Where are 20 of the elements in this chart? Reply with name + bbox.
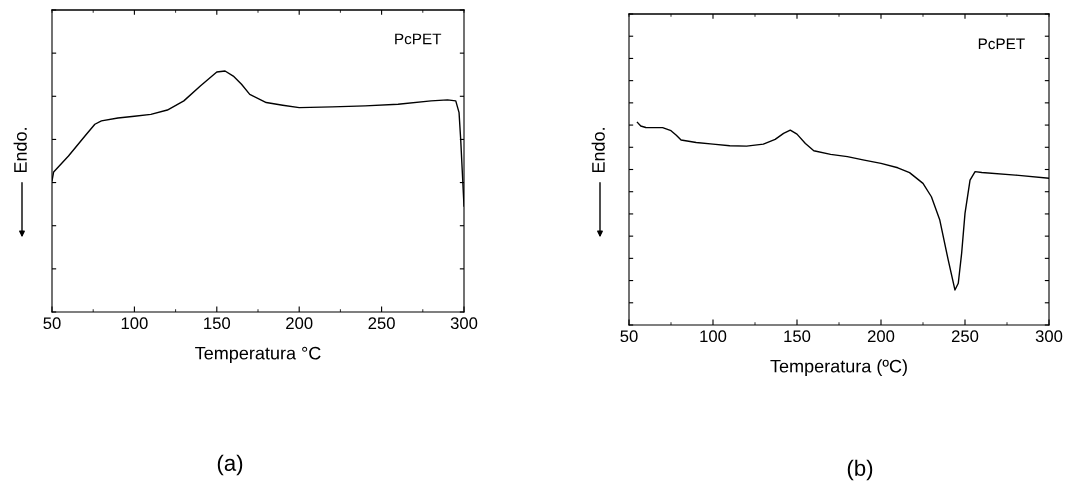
text: PcPET (978, 38, 1025, 50)
x-axis-title: Temperatura (ºC) (770, 359, 907, 377)
x-tick-label: 200 (286, 317, 313, 330)
text: PcPET (395, 33, 442, 45)
y-axis-title: Endo. (13, 128, 27, 173)
x-tick-label: 250 (951, 330, 979, 343)
y-axis-title: Endo. (591, 128, 605, 173)
x-tick-label: 100 (700, 330, 727, 343)
x-tick-label: 250 (368, 317, 395, 330)
x-tick-label: 300 (450, 317, 478, 330)
text: (a) (217, 454, 243, 476)
x-tick-label: 200 (867, 330, 895, 343)
text: (b) (847, 459, 873, 481)
x-tick-label: 150 (204, 317, 231, 330)
x-axis-title: Temperatura °C (195, 346, 321, 364)
x-tick-label: 100 (121, 317, 148, 330)
x-tick-label: 50 (620, 330, 638, 343)
x-tick-label: 50 (43, 317, 61, 330)
x-tick-label: 300 (1035, 330, 1063, 343)
x-tick-label: 150 (784, 330, 811, 343)
